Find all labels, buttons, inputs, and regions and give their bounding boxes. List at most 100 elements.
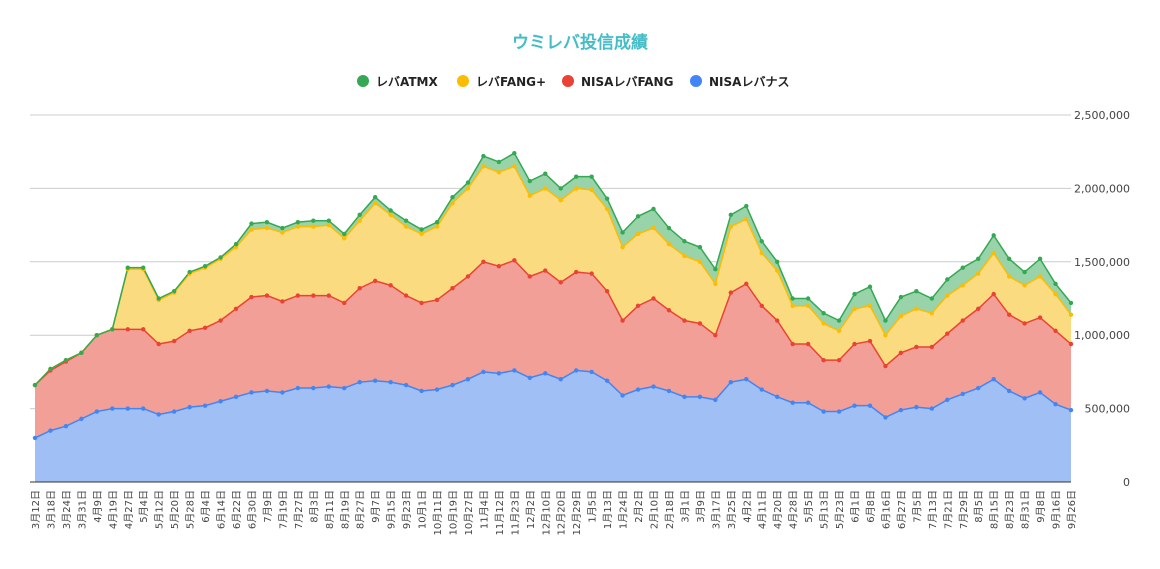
x-tick-label: 9月16日 [1051,490,1063,529]
data-point-series-3 [991,233,996,238]
data-point-series-3 [836,318,842,323]
data-point-series-2 [388,212,393,218]
data-point-series-1 [558,280,563,285]
x-tick-label: 7月19日 [277,490,289,529]
x-tick-label: 4月20日 [772,490,784,529]
data-point-series-3 [326,218,331,223]
x-tick-label: 6月22日 [231,490,243,529]
data-point-series-1 [867,338,873,344]
data-point-series-3 [929,296,935,301]
data-point-series-1 [836,357,842,363]
data-point-series-2 [991,250,996,256]
x-tick-label: 6月16日 [880,490,892,529]
x-tick-label: 10月1日 [417,490,429,529]
data-point-series-3 [496,159,502,165]
area-series-1 [35,260,1071,438]
area-series-0 [35,370,1071,482]
data-point-series-2 [728,224,734,229]
data-point-series-3 [202,264,208,269]
data-point-series-0 [465,377,471,382]
x-tick-label: 5月23日 [834,490,846,529]
data-point-series-0 [141,406,146,411]
data-point-series-2 [1006,274,1012,279]
data-point-series-3 [1037,256,1043,262]
data-point-series-1 [280,299,285,304]
data-point-series-1 [434,297,440,303]
data-point-series-1 [1037,315,1043,320]
data-point-series-2 [342,236,347,241]
data-point-series-0 [728,379,734,385]
data-point-series-0 [218,399,223,404]
data-point-series-2 [713,281,718,287]
x-tick-label: 2月2日 [633,490,645,523]
data-point-series-2 [295,224,301,229]
data-point-series-3 [558,186,563,191]
data-point-series-0 [233,394,239,400]
data-point-series-1 [744,281,749,287]
data-point-series-1 [419,300,424,306]
data-point-series-2 [604,206,610,212]
x-tick-label: 5月5日 [803,490,815,523]
data-point-series-1 [496,264,502,269]
legend-item[interactable]: レバFANG+ [457,75,546,89]
data-point-series-0 [1068,407,1074,413]
line-series-0 [34,369,1072,439]
x-tick-label: 10月19日 [447,490,459,535]
x-tick-label: 9月15日 [386,490,398,529]
legend-dot-icon [457,75,469,87]
data-point-series-1 [372,278,378,284]
x-tick-label: 3月24日 [61,490,73,529]
legend-dot-icon [562,75,574,87]
data-point-series-3 [759,239,764,244]
data-point-series-1 [713,333,718,338]
data-point-series-0 [914,404,919,410]
data-point-series-1 [249,294,254,300]
data-point-series-1 [218,318,223,323]
data-point-series-3 [604,196,610,201]
data-point-series-0 [960,391,965,397]
data-point-series-2 [805,303,811,309]
line-series-3 [34,152,1072,386]
data-point-series-0 [171,409,177,414]
data-point-series-3 [898,294,904,300]
data-point-series-1 [233,306,239,311]
data-point-series-0 [372,378,378,383]
data-point-series-2 [465,186,471,191]
data-point-series-3 [713,266,718,272]
legend-item[interactable]: NISAレバナス [690,75,789,89]
x-tick-label: 5月20日 [169,490,181,529]
x-tick-label: 7月9日 [262,490,274,523]
legend: レバATMX レバFANG+ NISAレバFANG NISAレバナス [357,75,789,89]
data-point-series-1 [775,318,780,323]
y-tick-label: 1,000,000 [1074,329,1130,342]
legend-label: NISAレバナス [709,75,789,89]
x-tick-label: 3月17日 [710,490,722,529]
data-point-series-1 [465,274,471,279]
data-point-series-2 [821,321,826,326]
data-point-series-3 [883,318,888,323]
legend-item[interactable]: レバATMX [357,75,438,89]
data-point-series-0 [202,403,208,408]
x-tick-label: 12月29日 [571,490,583,535]
legend-item[interactable]: NISAレバFANG [562,75,673,89]
data-point-series-2 [280,230,285,235]
data-point-series-1 [1022,321,1027,326]
data-point-series-1 [620,318,625,323]
data-point-series-2 [311,224,316,229]
data-point-series-0 [249,390,254,395]
data-point-series-3 [187,269,192,275]
y-tick-label: 2,500,000 [1074,109,1130,122]
data-point-series-3 [403,218,409,223]
data-point-series-1 [543,268,548,273]
data-point-series-1 [1053,328,1058,333]
data-point-series-2 [898,313,904,319]
x-tick-label: 9月26日 [1066,490,1078,529]
data-point-series-0 [852,403,857,408]
data-point-series-3 [1053,281,1058,287]
data-point-series-2 [403,224,409,229]
x-axis-ticks: 3月12日 3月18日 3月24日 3月31日 4月9日 4月19日 4月27日 5月4日 5月… [30,490,1078,535]
series-points [32,150,1074,441]
data-point-series-3 [311,218,316,223]
data-point-series-1 [512,258,517,263]
x-tick-label: 12月20日 [556,490,568,535]
